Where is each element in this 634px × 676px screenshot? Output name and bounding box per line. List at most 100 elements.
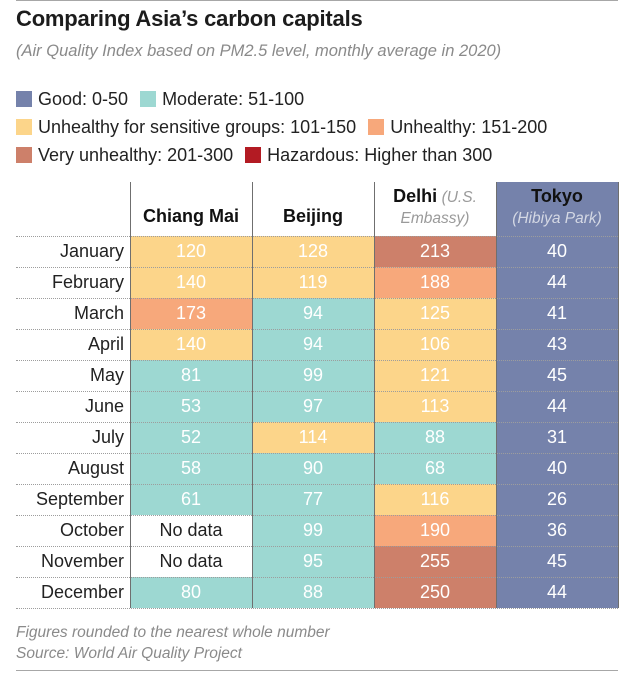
month-label: July: [91, 427, 124, 447]
table-cell: 40: [496, 453, 618, 484]
table-cell: 94: [252, 298, 374, 329]
table-cell: 125: [374, 298, 496, 329]
column-divider: [252, 182, 253, 608]
top-rule: [16, 0, 618, 1]
table-cell: 213: [374, 236, 496, 267]
legend-swatch: [16, 147, 32, 163]
legend-item: Very unhealthy: 201-300: [16, 145, 233, 166]
column-header-name: Chiang Mai: [142, 206, 239, 226]
legend-row: Unhealthy for sensitive groups: 101-150 U…: [16, 116, 559, 138]
table-cell: 52: [130, 422, 252, 453]
column-divider: [496, 182, 497, 608]
table-cell: 99: [252, 515, 374, 546]
legend-swatch: [368, 119, 385, 135]
row-divider: [16, 577, 618, 578]
footnote-source: Source: World Air Quality Project: [16, 645, 242, 662]
column-header-sub: (Hibiya Park): [512, 210, 602, 227]
column-header: Tokyo (Hibiya Park): [496, 186, 618, 229]
table-cell: 128: [252, 236, 374, 267]
month-label: August: [67, 458, 124, 478]
legend-item: Unhealthy: 151-200: [368, 117, 547, 138]
chart-subtitle: (Air Quality Index based on PM2.5 level,…: [16, 42, 502, 60]
legend-label: Unhealthy for sensitive groups: 101-150: [38, 116, 357, 137]
row-divider: [16, 546, 618, 547]
table-cell: No data: [130, 515, 252, 546]
legend-label: Moderate: 51-100: [162, 88, 305, 109]
chart-title: Comparing Asia’s carbon capitals: [16, 6, 363, 31]
table-cell: 80: [130, 577, 252, 608]
table-cell: 255: [374, 546, 496, 577]
column-header: Beijing: [252, 206, 374, 228]
table-cell: 44: [496, 577, 618, 608]
table-cell: 113: [374, 391, 496, 422]
row-divider: [16, 484, 618, 485]
table-cell: 43: [496, 329, 618, 360]
column-divider: [374, 182, 375, 608]
footnote-rounding: Figures rounded to the nearest whole num…: [16, 624, 330, 641]
month-label: November: [40, 551, 124, 571]
column-divider: [618, 182, 619, 608]
table-cell: 68: [374, 453, 496, 484]
legend-label: Hazardous: Higher than 300: [267, 144, 493, 165]
column-divider: [130, 182, 131, 608]
legend-item: Hazardous: Higher than 300: [245, 145, 492, 166]
table-cell: 90: [252, 453, 374, 484]
legend-row: Very unhealthy: 201-300 Hazardous: Higher…: [16, 144, 504, 166]
column-header: Delhi (U.S. Embassy): [374, 186, 496, 229]
row-divider: [16, 608, 618, 609]
row-divider: [16, 267, 618, 268]
month-label: March: [73, 303, 124, 323]
row-divider: [16, 236, 618, 237]
legend-swatch: [16, 91, 32, 107]
table-cell: 81: [130, 360, 252, 391]
table-cell: 188: [374, 267, 496, 298]
column-header-name: Beijing: [282, 206, 343, 226]
table-cell: 173: [130, 298, 252, 329]
table-cell: 45: [496, 546, 618, 577]
table-cell: 88: [252, 577, 374, 608]
table-cell: 44: [496, 267, 618, 298]
row-divider: [16, 453, 618, 454]
month-label: September: [35, 489, 124, 509]
month-label: February: [51, 272, 124, 292]
row-divider: [16, 422, 618, 423]
table-cell: 94: [252, 329, 374, 360]
bottom-rule: [16, 670, 618, 671]
legend-swatch: [140, 91, 157, 107]
table-cell: 106: [374, 329, 496, 360]
table-cell: 36: [496, 515, 618, 546]
legend-label: Unhealthy: 151-200: [390, 116, 548, 137]
legend-label: Good: 0-50: [38, 88, 129, 109]
table-cell: 40: [496, 236, 618, 267]
table-cell: 116: [374, 484, 496, 515]
table-cell: 53: [130, 391, 252, 422]
table-cell: 77: [252, 484, 374, 515]
table-cell: 41: [496, 298, 618, 329]
month-label: October: [59, 520, 124, 540]
month-label: May: [89, 365, 124, 385]
row-divider: [16, 391, 618, 392]
table-cell: 120: [130, 236, 252, 267]
month-label: June: [84, 396, 124, 416]
table-cell: 44: [496, 391, 618, 422]
table-cell: 45: [496, 360, 618, 391]
legend-swatch: [16, 119, 32, 135]
table-cell: 140: [130, 329, 252, 360]
table-cell: 95: [252, 546, 374, 577]
table-cell: 31: [496, 422, 618, 453]
legend-swatch: [245, 147, 262, 163]
column-header-sub: (U.S. Embassy): [400, 189, 477, 227]
legend-item: Moderate: 51-100: [140, 89, 304, 110]
legend-item: Good: 0-50: [16, 89, 128, 110]
row-divider: [16, 329, 618, 330]
table-cell: 26: [496, 484, 618, 515]
table-cell: 61: [130, 484, 252, 515]
table-cell: 250: [374, 577, 496, 608]
row-divider: [16, 515, 618, 516]
month-label: April: [87, 334, 124, 354]
table-cell: 140: [130, 267, 252, 298]
table-cell: No data: [130, 546, 252, 577]
table-cell: 190: [374, 515, 496, 546]
column-header-name: Tokyo: [531, 186, 583, 206]
table-cell: 99: [252, 360, 374, 391]
